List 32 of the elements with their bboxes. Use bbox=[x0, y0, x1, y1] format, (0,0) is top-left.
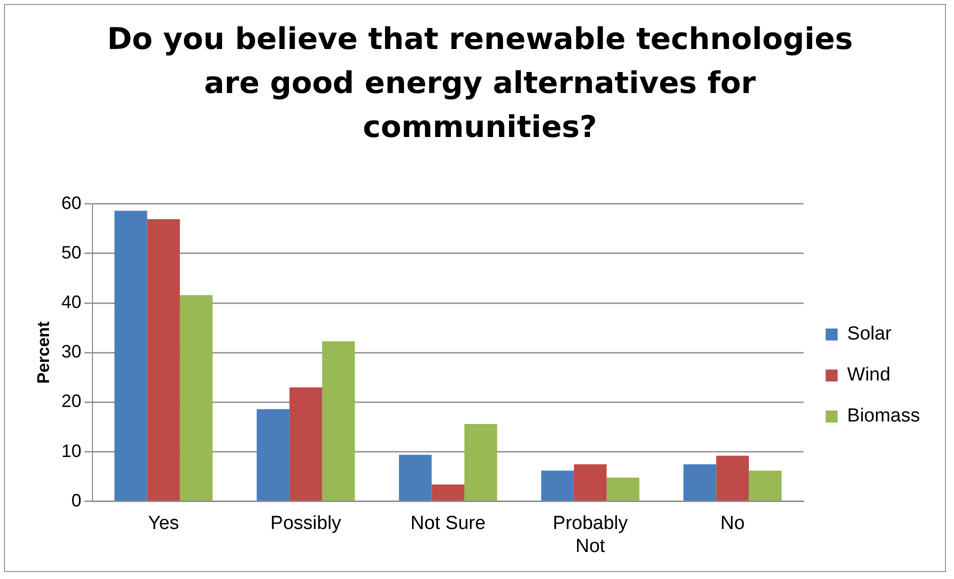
x-tick-label: Not Sure bbox=[410, 513, 486, 534]
bar bbox=[574, 464, 607, 501]
legend-label: Wind bbox=[847, 364, 890, 386]
bar bbox=[322, 341, 355, 501]
bar bbox=[683, 464, 716, 501]
y-tick-label: 50 bbox=[61, 242, 82, 262]
y-tick-label: 10 bbox=[61, 440, 82, 461]
x-tick-label: Possibly bbox=[270, 513, 342, 534]
x-tick-label: Probably Not bbox=[552, 513, 628, 557]
x-tick-label: No bbox=[720, 513, 745, 534]
chart-title: Do you believe that renewable technologies are good energy alternatives for communities? bbox=[106, 21, 854, 147]
legend-label: Solar bbox=[847, 324, 892, 345]
bar bbox=[398, 454, 432, 501]
x-tick-label: Yes bbox=[148, 513, 180, 534]
bar bbox=[432, 484, 464, 501]
bar bbox=[256, 409, 290, 501]
bar bbox=[114, 210, 148, 501]
y-tick-label: 60 bbox=[61, 192, 82, 213]
y-tick-label: 30 bbox=[61, 342, 82, 362]
bar bbox=[180, 295, 213, 501]
y-tick-label: 40 bbox=[61, 292, 82, 312]
y-axis-title: Percent bbox=[34, 321, 53, 384]
bar bbox=[464, 424, 498, 501]
y-tick-label: 20 bbox=[61, 391, 82, 412]
bar bbox=[289, 387, 322, 501]
bar bbox=[748, 470, 782, 501]
bar bbox=[541, 470, 574, 501]
bar bbox=[606, 478, 640, 501]
bar bbox=[716, 456, 749, 501]
y-tick-label: 0 bbox=[71, 490, 82, 510]
legend-label: Biomass bbox=[847, 406, 920, 427]
bar bbox=[147, 219, 180, 501]
